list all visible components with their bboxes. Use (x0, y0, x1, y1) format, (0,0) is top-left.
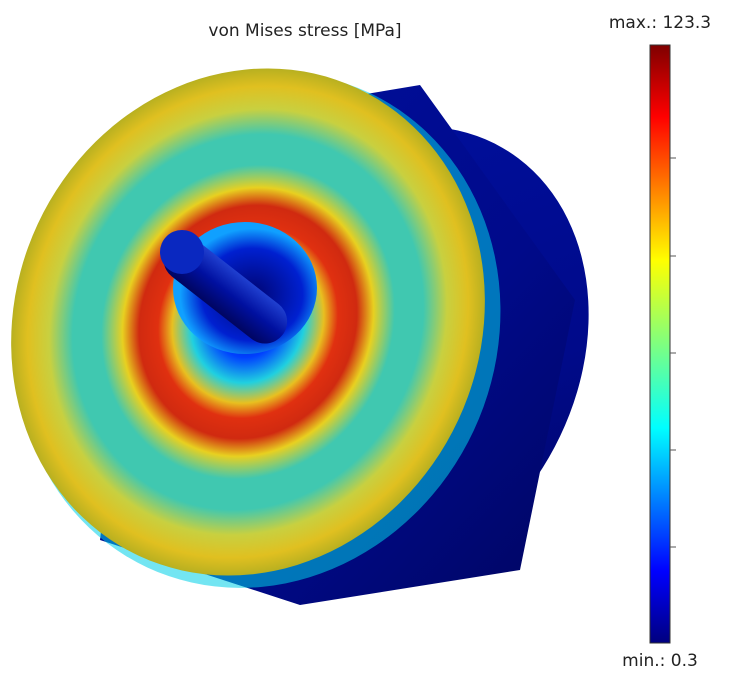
plot-title: von Mises stress [MPa] (208, 21, 401, 41)
shaft-end (160, 230, 204, 274)
colorbar-min-label: min.: 0.3 (622, 651, 698, 671)
model (0, 0, 671, 670)
page: von Mises stress [MPa] max.: 123.3 min.:… (0, 0, 734, 672)
colorbar: max.: 123.3 min.: 0.3 (609, 13, 711, 671)
colorbar-max-label: max.: 123.3 (609, 13, 711, 33)
plot: von Mises stress [MPa] max.: 123.3 min.:… (0, 0, 734, 672)
colorbar-scale (650, 45, 670, 643)
